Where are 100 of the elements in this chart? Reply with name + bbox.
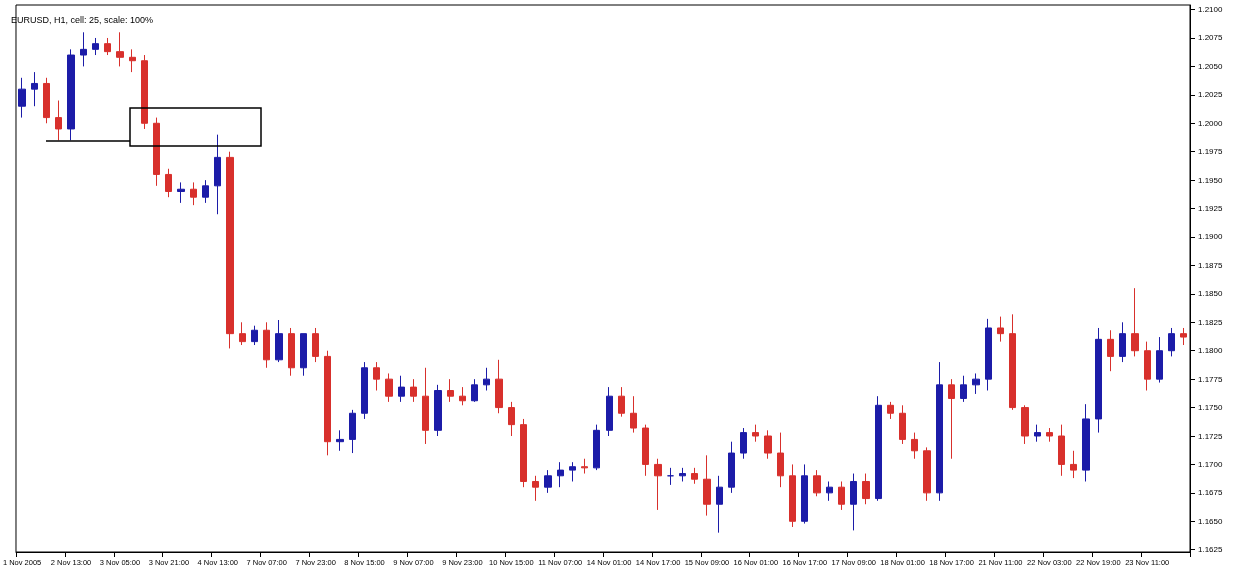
y-tick-label: 1.2075: [1198, 33, 1224, 43]
candlestick: [1144, 341, 1151, 392]
candlestick: [826, 480, 833, 502]
candlestick: [593, 424, 600, 471]
candlestick: [654, 458, 662, 511]
candlestick: [618, 386, 625, 418]
y-tick-label: 1.2050: [1198, 61, 1224, 71]
candlestick: [985, 318, 992, 392]
candlestick: [226, 151, 234, 349]
candlestick: [948, 378, 955, 460]
y-tick-label: 1.1625: [1198, 545, 1224, 555]
candlestick: [31, 71, 38, 107]
candlestick: [508, 401, 515, 437]
candlestick: [349, 409, 356, 454]
candlestick: [202, 179, 209, 204]
candlestick: [1058, 424, 1065, 477]
candlestick: [1168, 327, 1175, 357]
candlestick: [1070, 450, 1077, 479]
candlestick: [422, 367, 429, 445]
y-tick-label: 1.1750: [1198, 403, 1224, 413]
candlestick: [410, 378, 417, 403]
candlestick: [1034, 424, 1041, 443]
candlestick: [960, 375, 967, 403]
y-tick-label: 1.1800: [1198, 346, 1224, 356]
candlestick: [936, 361, 943, 502]
candlestick: [740, 427, 747, 460]
candlestick: [471, 378, 478, 403]
candlestick: [630, 395, 637, 434]
candlestick: [385, 372, 393, 403]
candlestick: [447, 378, 454, 403]
candlestick: [728, 441, 735, 494]
y-tick-label: 1.2025: [1198, 90, 1224, 100]
candlestick: [544, 469, 552, 494]
candlestick: [239, 321, 246, 346]
candlestick: [789, 463, 796, 528]
candlestick: [190, 181, 197, 206]
candlestick: [1009, 313, 1016, 411]
candlestick: [165, 168, 172, 198]
y-tick-label: 1.1700: [1198, 459, 1224, 469]
candlestick: [312, 327, 319, 363]
candlestick: [813, 469, 821, 497]
candlestick: [557, 461, 564, 488]
y-tick-label: 1.1975: [1198, 147, 1224, 157]
candlestick: [177, 181, 185, 204]
y-tick-label: 1.1825: [1198, 317, 1224, 327]
y-tick-label: 1.2000: [1198, 118, 1224, 128]
y-tick-label: 1.1950: [1198, 175, 1224, 185]
candlestick: [18, 77, 26, 119]
y-tick-label: 1.1725: [1198, 431, 1224, 441]
candlestick: [324, 350, 331, 456]
candlestick: [288, 327, 295, 377]
candlestick: [764, 429, 772, 460]
candlestick: [398, 375, 405, 403]
candlestick: [532, 475, 539, 502]
candlestick: [642, 424, 649, 477]
candlestick: [373, 361, 380, 392]
y-tick-label: 1.2100: [1198, 5, 1224, 15]
candlestick: [606, 386, 613, 437]
candlestick: [1046, 427, 1053, 443]
candlestick: [251, 325, 258, 346]
candlestick: [801, 463, 808, 525]
y-tick-label: 1.1850: [1198, 289, 1224, 299]
candlestick: [1119, 321, 1126, 363]
candlestick: [104, 37, 111, 56]
candlestick: [777, 432, 784, 488]
candlestick: [263, 321, 270, 369]
candlestick: [703, 454, 711, 517]
candlestick: [911, 432, 918, 460]
candlestick: [275, 319, 283, 363]
y-tick-label: 1.1925: [1198, 204, 1224, 214]
candlestick: [141, 54, 148, 130]
candlestick: [67, 48, 75, 141]
candlestick: [129, 48, 136, 73]
candlestick: [850, 473, 857, 531]
y-tick-label: 1.1675: [1198, 488, 1224, 498]
candlestick: [899, 404, 906, 445]
candlestick: [92, 37, 99, 56]
candlestick: [923, 446, 931, 502]
candlestick: [1107, 329, 1114, 372]
candlestick: [43, 77, 50, 124]
y-tick-label: 1.1875: [1198, 260, 1224, 270]
candlestick: [875, 395, 882, 502]
candlestick: [495, 359, 503, 414]
candlestick: [667, 467, 674, 486]
candlestick: [838, 480, 845, 511]
candlestick: [691, 467, 698, 485]
candlestick: [887, 401, 894, 420]
candlestick: [716, 475, 723, 534]
candlestick: [459, 386, 466, 406]
candlestick: [581, 458, 588, 475]
y-tick-label: 1.1900: [1198, 232, 1224, 242]
candlestick: [997, 316, 1004, 343]
candlestick: [336, 429, 344, 452]
candlestick: [1082, 403, 1090, 482]
y-tick-label: 1.1775: [1198, 374, 1224, 384]
candlestick: [1131, 287, 1139, 357]
candlestick: [80, 31, 87, 67]
candlestick: [569, 461, 576, 482]
candlestick: [1156, 336, 1163, 384]
candlestick: [116, 31, 124, 67]
